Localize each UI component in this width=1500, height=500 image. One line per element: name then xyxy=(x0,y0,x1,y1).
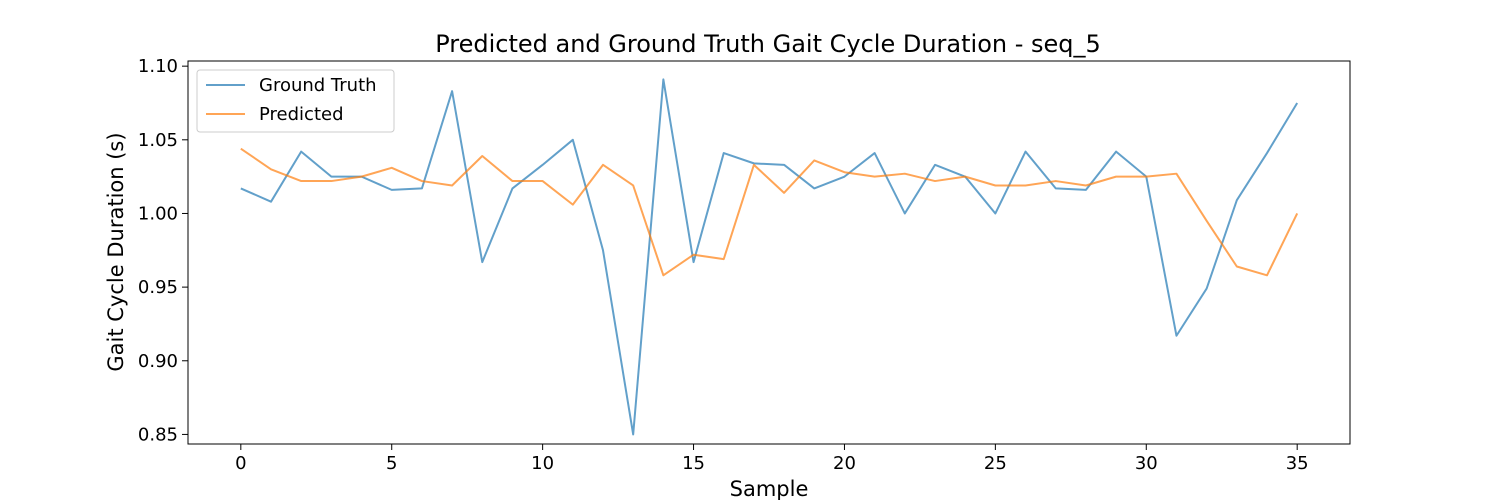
x-tick-label: 15 xyxy=(682,453,705,474)
legend-label-predicted: Predicted xyxy=(259,104,344,125)
y-tick-label: 0.95 xyxy=(138,277,178,298)
x-tick-label: 35 xyxy=(1286,453,1309,474)
chart-title: Predicted and Ground Truth Gait Cycle Du… xyxy=(435,30,1101,58)
x-tick-label: 20 xyxy=(833,453,856,474)
x-axis-label: Sample xyxy=(730,477,809,500)
y-tick-label: 0.85 xyxy=(138,424,178,445)
x-tick-label: 30 xyxy=(1135,453,1158,474)
x-tick-label: 5 xyxy=(386,453,397,474)
y-tick-label: 1.10 xyxy=(138,56,178,77)
x-tick-label: 25 xyxy=(984,453,1007,474)
legend: Ground Truth Predicted xyxy=(197,70,394,132)
y-tick-label: 0.90 xyxy=(138,351,178,372)
legend-label-ground-truth: Ground Truth xyxy=(259,75,377,96)
y-tick-label: 1.00 xyxy=(138,203,178,224)
y-axis-label: Gait Cycle Duration (s) xyxy=(104,132,128,371)
x-tick-label: 0 xyxy=(235,453,246,474)
y-tick-label: 1.05 xyxy=(138,130,178,151)
x-tick-label: 10 xyxy=(531,453,554,474)
